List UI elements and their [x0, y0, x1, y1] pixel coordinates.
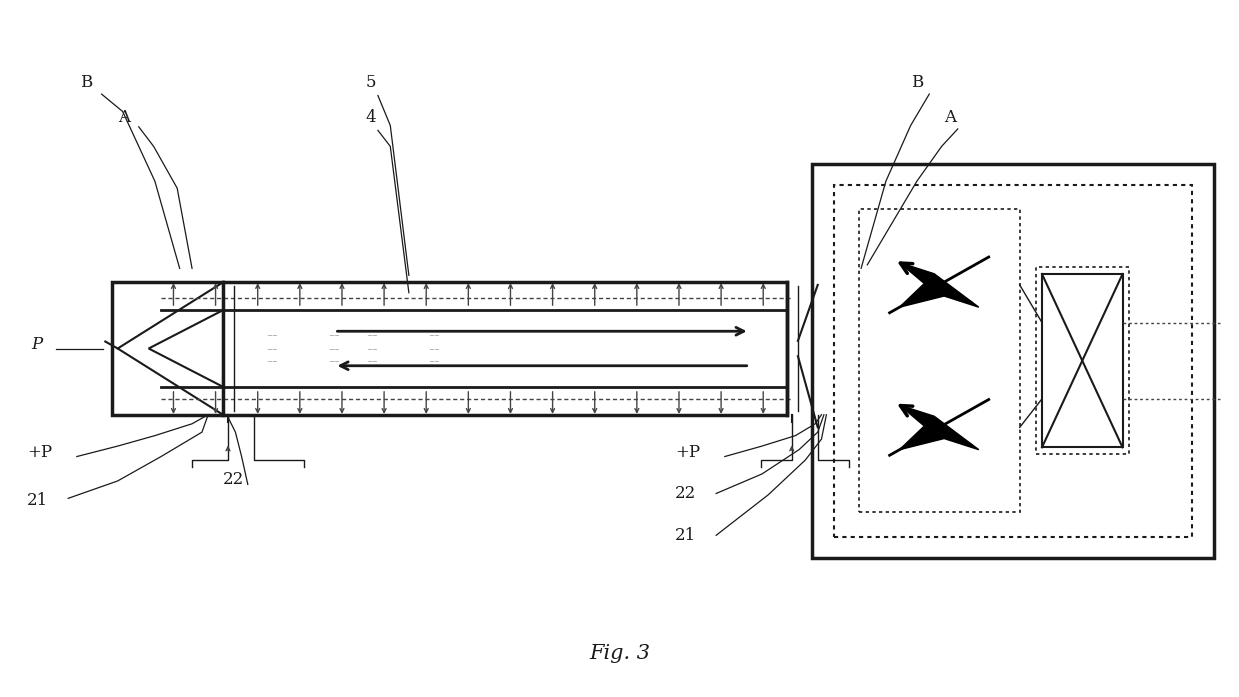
Text: 21: 21: [27, 492, 48, 510]
Text: ~~: ~~: [366, 333, 378, 339]
Text: 22: 22: [675, 485, 696, 503]
Text: ~~: ~~: [427, 347, 440, 353]
Text: A: A: [944, 109, 957, 126]
Text: B: B: [911, 74, 923, 91]
Text: +P: +P: [675, 443, 700, 461]
Text: ~~: ~~: [328, 333, 341, 339]
Text: ~~: ~~: [328, 347, 341, 353]
Text: ~~: ~~: [366, 347, 378, 353]
Polygon shape: [900, 405, 979, 450]
Bar: [812, 164, 1214, 558]
Text: Fig. 3: Fig. 3: [589, 643, 650, 663]
Bar: [1036, 267, 1129, 454]
Text: B: B: [81, 74, 93, 91]
Text: ~~: ~~: [328, 359, 341, 365]
Text: ~~: ~~: [266, 359, 279, 365]
Text: ~~: ~~: [366, 359, 378, 365]
Text: ~~: ~~: [266, 347, 279, 353]
Text: 4: 4: [366, 109, 377, 126]
Text: ~~: ~~: [427, 359, 440, 365]
Text: A: A: [118, 109, 130, 126]
Text: ~~: ~~: [427, 333, 440, 339]
Text: ~~: ~~: [266, 333, 279, 339]
Bar: [112, 282, 787, 415]
Text: +P: +P: [27, 443, 52, 461]
Bar: [834, 185, 1192, 537]
Text: 22: 22: [223, 471, 244, 489]
Polygon shape: [900, 263, 979, 307]
Text: 5: 5: [366, 74, 375, 91]
Text: P: P: [31, 335, 42, 353]
Bar: [1042, 274, 1123, 447]
Text: 21: 21: [675, 527, 696, 544]
Bar: [859, 209, 1020, 512]
